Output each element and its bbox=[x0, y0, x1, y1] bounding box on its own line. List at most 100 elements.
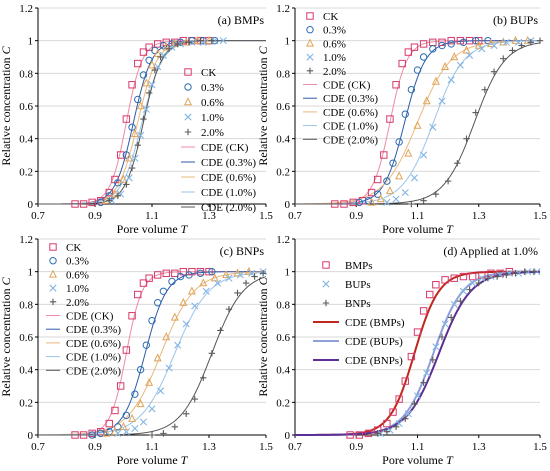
data-point-0-6pct bbox=[128, 413, 137, 422]
data-point-BUPs bbox=[413, 392, 422, 400]
y-tick-label: 0 bbox=[28, 199, 34, 211]
data-point-0-6pct bbox=[136, 399, 145, 408]
data-point-2-0pct bbox=[151, 66, 159, 74]
legend-label: 0.6% bbox=[323, 38, 346, 50]
data-point-0-3pct bbox=[148, 316, 156, 325]
data-point-2-0pct bbox=[217, 327, 224, 334]
data-point-0-3pct bbox=[88, 431, 96, 439]
legend-marker bbox=[183, 97, 193, 106]
legend-marker bbox=[306, 53, 314, 61]
data-point-BUPs bbox=[450, 300, 458, 308]
data-point-BUPs bbox=[478, 274, 486, 282]
data-point-CK bbox=[171, 269, 179, 277]
data-point-1-0pct bbox=[125, 174, 133, 182]
legend-label: CK bbox=[323, 11, 338, 23]
data-point-1-0pct bbox=[429, 123, 437, 131]
y-axis-label: Relative concentration C bbox=[0, 45, 13, 165]
data-point-CK bbox=[162, 269, 170, 277]
legend-label: CDE (BNPs) bbox=[345, 355, 403, 367]
x-tick-label: 1.5 bbox=[533, 441, 547, 453]
data-point-0-6pct bbox=[233, 268, 242, 277]
data-point-2-0pct bbox=[472, 109, 479, 116]
y-tick-label: 0.4 bbox=[276, 134, 290, 146]
data-point-2-0pct bbox=[134, 142, 141, 149]
data-point-1-0pct bbox=[420, 151, 428, 159]
legend-label: 0.3% bbox=[201, 82, 224, 94]
data-point-CK bbox=[105, 419, 113, 428]
data-point-BMPs bbox=[468, 272, 477, 281]
y-tick-label: 0.6 bbox=[276, 101, 290, 113]
data-point-0-3pct bbox=[114, 423, 122, 431]
data-point-2-0pct bbox=[444, 177, 452, 185]
panel-label: (d) Applied at 1.0% bbox=[443, 244, 538, 258]
y-tick-label: 1 bbox=[28, 36, 34, 48]
y-tick-label: 0.6 bbox=[19, 332, 33, 344]
data-point-CK bbox=[447, 36, 455, 45]
data-point-1-0pct bbox=[139, 418, 148, 426]
data-point-2-0pct bbox=[208, 350, 216, 357]
x-tick-label: 1.1 bbox=[411, 441, 425, 453]
data-point-BNPs bbox=[466, 286, 473, 293]
data-point-2-0pct bbox=[518, 42, 525, 49]
data-point-2-0pct bbox=[197, 37, 204, 44]
y-tick-label: 1 bbox=[285, 36, 291, 48]
y-tick-label: 0 bbox=[285, 199, 291, 211]
data-point-1-0pct bbox=[248, 269, 256, 277]
legend-label: CDE (1.0%) bbox=[323, 121, 378, 133]
legend-label: 2.0% bbox=[201, 127, 224, 139]
data-point-2-0pct bbox=[171, 423, 178, 431]
data-point-BMPs bbox=[346, 431, 354, 439]
x-tick-label: 0.7 bbox=[288, 210, 302, 222]
data-point-BMPs bbox=[413, 328, 422, 336]
y-tick-label: 1.2 bbox=[276, 3, 290, 15]
data-point-CK bbox=[128, 312, 136, 320]
panel-b: 0 0.2 0.4 0.6 0.8 1 1.2 0.7 0.9 1.1 1.3 1.5 Pore vol… bbox=[256, 3, 547, 236]
data-point-2-0pct bbox=[145, 89, 153, 97]
x-tick-label: 1.5 bbox=[259, 210, 273, 222]
legend-label: 0.6% bbox=[66, 269, 89, 281]
data-point-2-0pct bbox=[191, 395, 198, 403]
data-point-1-0pct bbox=[236, 271, 244, 279]
data-point-0-6pct bbox=[153, 48, 162, 57]
fit-line-2-0pct bbox=[38, 40, 266, 205]
data-point-BNPs bbox=[521, 268, 528, 275]
data-point-CK bbox=[71, 200, 79, 208]
legend-marker bbox=[306, 67, 314, 74]
data-point-0-3pct bbox=[122, 411, 131, 420]
data-point-1-0pct bbox=[438, 97, 446, 105]
x-tick-label: 1.3 bbox=[202, 210, 216, 222]
data-point-BNPs bbox=[402, 415, 409, 422]
data-point-0-6pct bbox=[422, 96, 431, 105]
data-point-1-0pct bbox=[174, 341, 182, 349]
x-tick-label: 0.9 bbox=[88, 210, 102, 222]
data-point-1-0pct bbox=[131, 424, 139, 433]
data-point-0-3pct bbox=[176, 272, 185, 281]
data-point-2-0pct bbox=[185, 39, 193, 46]
legend-label: CDE (0.6%) bbox=[323, 107, 378, 119]
data-point-2-0pct bbox=[165, 45, 173, 53]
fit-line-BUPs bbox=[295, 270, 541, 436]
panel-c: 0 0.2 0.4 0.6 0.8 1 1.2 0.7 0.9 1.1 1.3 1.5 Pore vol… bbox=[0, 234, 273, 467]
data-point-1-0pct bbox=[148, 81, 156, 89]
data-point-BUPs bbox=[441, 320, 449, 328]
data-point-CK bbox=[71, 431, 79, 439]
x-tick-label: 1.5 bbox=[533, 210, 547, 222]
data-point-2-0pct bbox=[527, 39, 535, 46]
data-point-1-0pct bbox=[490, 41, 498, 50]
legend-label: CK bbox=[66, 242, 81, 254]
data-point-0-6pct bbox=[162, 42, 171, 51]
legend-label: 2.0% bbox=[323, 66, 346, 78]
data-point-BUPs bbox=[469, 279, 477, 287]
y-tick-label: 1 bbox=[285, 267, 291, 279]
data-point-0-6pct bbox=[199, 278, 208, 287]
data-point-0-3pct bbox=[383, 177, 391, 185]
data-point-1-0pct bbox=[114, 429, 122, 437]
data-point-0-6pct bbox=[413, 120, 422, 129]
data-point-0-6pct bbox=[125, 153, 134, 162]
data-point-2-0pct bbox=[123, 181, 130, 188]
data-point-1-0pct bbox=[456, 61, 464, 69]
data-point-CK bbox=[154, 271, 162, 279]
data-point-0-3pct bbox=[355, 198, 364, 207]
data-point-BMPs bbox=[432, 281, 440, 289]
legend-marker bbox=[49, 257, 57, 265]
